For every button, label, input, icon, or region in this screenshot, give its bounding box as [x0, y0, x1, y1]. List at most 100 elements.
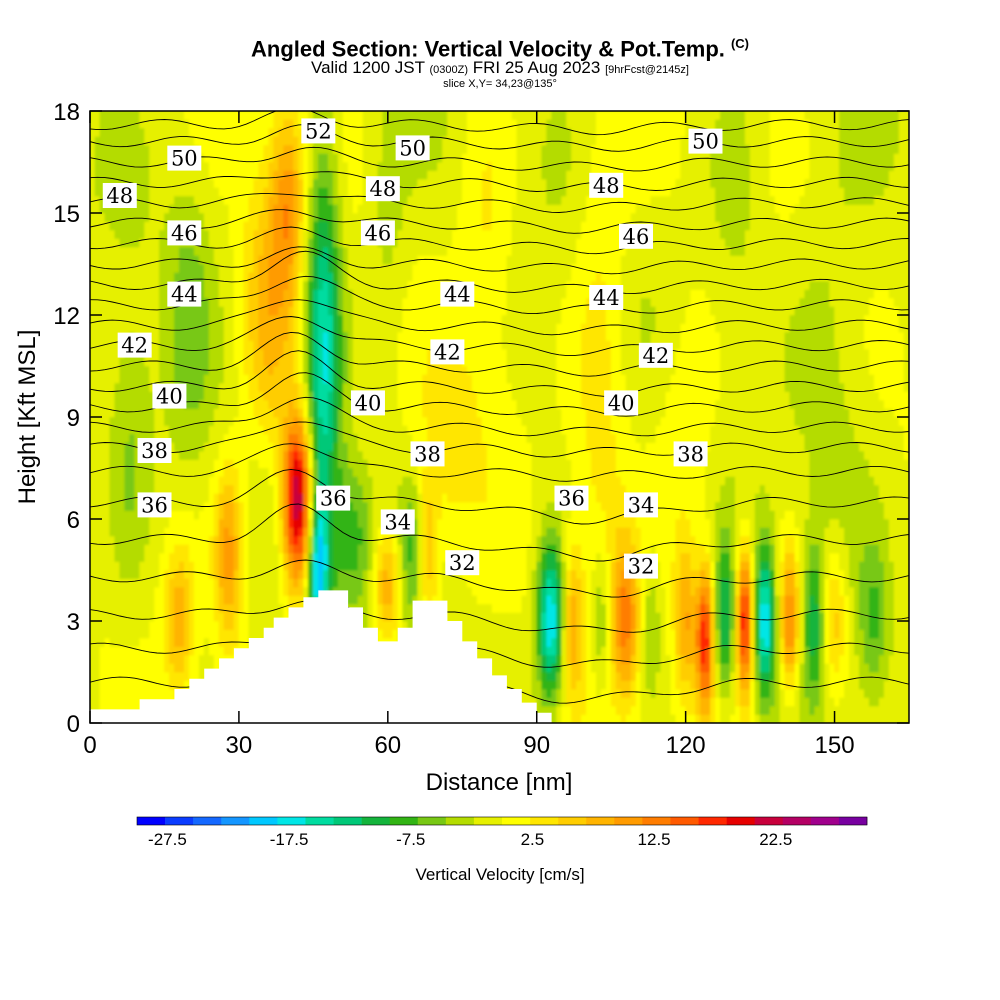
field-cell	[233, 450, 240, 460]
field-cell	[114, 442, 121, 452]
field-cell	[174, 348, 180, 358]
field-cell	[288, 493, 294, 503]
field-cell	[129, 170, 135, 180]
field-cell	[203, 314, 210, 324]
field-cell	[174, 680, 180, 690]
field-cell	[198, 510, 205, 520]
field-cell	[407, 212, 413, 222]
field-cell	[288, 127, 294, 137]
field-cell	[322, 348, 329, 358]
field-cell	[208, 348, 215, 358]
field-cell	[109, 459, 116, 469]
field-cell	[139, 416, 145, 426]
field-cell	[268, 578, 274, 588]
field-cell	[342, 187, 349, 197]
field-cell	[129, 561, 135, 571]
field-cell	[427, 569, 433, 579]
field-cell	[352, 144, 359, 154]
field-cell	[342, 306, 349, 316]
field-cell	[347, 212, 354, 222]
field-cell	[114, 297, 121, 307]
field-cell	[159, 629, 165, 639]
field-cell	[198, 255, 205, 265]
field-cell	[248, 229, 255, 239]
field-cell	[377, 527, 384, 537]
field-cell	[422, 238, 428, 248]
field-cell	[372, 204, 379, 214]
field-cell	[104, 476, 111, 486]
field-cell	[337, 348, 344, 358]
field-cell	[188, 578, 195, 588]
field-cell	[303, 331, 309, 341]
field-cell	[228, 306, 235, 316]
field-cell	[248, 365, 255, 375]
field-cell	[248, 306, 255, 316]
field-cell	[387, 111, 394, 120]
field-cell	[327, 467, 334, 477]
field-cell	[114, 348, 121, 358]
field-cell	[332, 272, 339, 282]
field-cell	[268, 561, 274, 571]
field-cell	[94, 340, 101, 350]
field-cell	[218, 595, 225, 605]
field-cell	[347, 476, 354, 486]
field-cell	[377, 416, 384, 426]
field-cell	[134, 136, 140, 146]
field-cell	[298, 501, 304, 511]
field-cell	[392, 374, 399, 384]
field-cell	[124, 467, 131, 477]
field-cell	[417, 544, 423, 554]
field-cell	[332, 255, 339, 265]
field-cell	[417, 314, 423, 324]
field-cell	[144, 425, 150, 435]
field-cell	[179, 127, 185, 137]
field-cell	[258, 187, 265, 197]
field-cell	[203, 263, 210, 273]
field-cell	[313, 306, 319, 316]
field-cell	[417, 595, 423, 605]
field-cell	[402, 442, 408, 452]
field-cell	[134, 586, 140, 596]
field-cell	[159, 535, 165, 545]
field-cell	[228, 484, 235, 494]
field-cell	[402, 246, 408, 256]
field-cell	[124, 603, 131, 613]
field-cell	[119, 620, 126, 630]
field-cell	[238, 527, 245, 537]
field-cell	[248, 450, 255, 460]
field-cell	[258, 238, 265, 248]
field-cell	[288, 153, 294, 163]
field-cell	[288, 374, 294, 384]
field-cell	[218, 263, 225, 273]
field-cell	[327, 323, 334, 333]
field-cell	[233, 391, 240, 401]
field-cell	[327, 433, 334, 443]
field-cell	[109, 501, 116, 511]
field-cell	[233, 229, 240, 239]
field-cell	[228, 111, 235, 120]
field-cell	[129, 629, 135, 639]
field-cell	[412, 161, 418, 171]
field-cell	[308, 535, 314, 545]
field-cell	[104, 663, 111, 673]
field-cell	[193, 654, 200, 664]
field-cell	[119, 323, 126, 333]
field-cell	[203, 399, 210, 409]
field-cell	[154, 408, 160, 418]
field-cell	[164, 272, 170, 282]
field-cell	[193, 119, 200, 129]
field-cell	[174, 620, 180, 630]
field-cell	[139, 620, 145, 630]
field-cell	[298, 527, 304, 537]
field-cell	[223, 187, 230, 197]
field-cell	[382, 374, 389, 384]
field-cell	[208, 561, 215, 571]
field-cell	[397, 374, 404, 384]
field-cell	[124, 561, 131, 571]
field-cell	[213, 170, 220, 180]
field-cell	[327, 263, 334, 273]
field-cell	[90, 459, 96, 469]
field-cell	[308, 467, 314, 477]
field-cell	[263, 195, 269, 205]
field-cell	[332, 476, 339, 486]
